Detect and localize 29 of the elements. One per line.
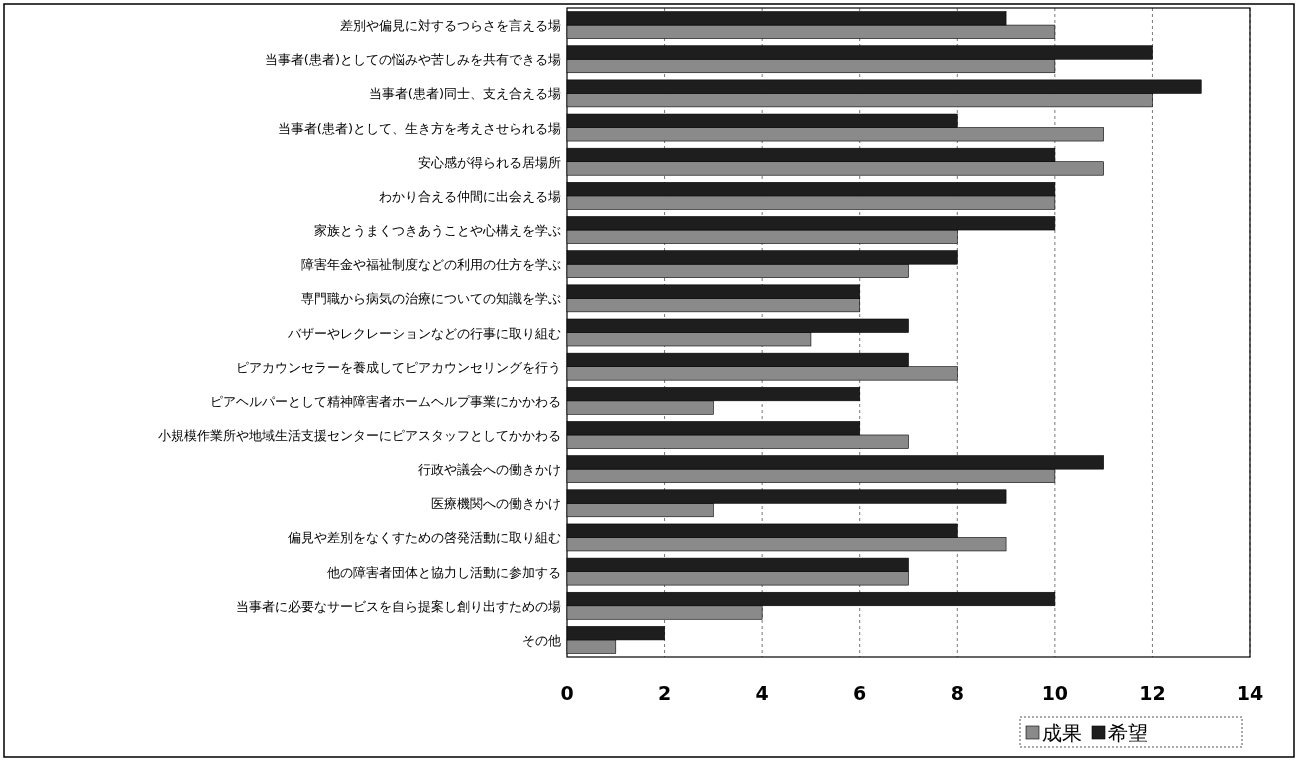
y-tick-label: 安心感が得られる居場所 [418,154,561,170]
y-tick-label: 偏見や差別をなくすための啓発活動に取り組む [288,530,561,546]
y-tick-label: 当事者(患者)として、生き方を考えさせられる場 [277,120,561,136]
y-tick-label: 差別や偏見に対するつらさを言える場 [340,18,561,34]
legend-label: 希望 [1108,721,1148,745]
y-tick-label: ピアカウンセラーを養成してピアカウンセリングを行う [236,359,561,375]
y-tick-label: 他の障害者団体と協力し活動に参加する [327,564,561,580]
y-tick-label: 医療機関への働きかけ [431,496,561,512]
x-tick-label: 0 [560,682,574,704]
y-tick-label: 専門職から病気の治療についての知識を学ぶ [301,291,561,307]
x-tick-label: 6 [853,682,867,704]
y-tick-label: わかり合える仲間に出会える場 [379,188,561,204]
y-tick-label: 行政や議会への働きかけ [418,462,561,478]
y-tick-label: ピアヘルパーとして精神障害者ホームヘルプ事業にかかわる [210,393,561,409]
x-tick-label: 4 [755,682,769,704]
legend-label: 成果 [1042,721,1082,745]
x-tick-label: 10 [1041,682,1069,704]
x-tick-label: 14 [1236,682,1264,704]
y-tick-label: 当事者(患者)同士、支え合える場 [368,86,561,102]
y-tick-label: バザーやレクレーションなどの行事に取り組む [287,325,561,341]
x-tick-label: 2 [657,682,672,704]
y-tick-label: 家族とうまくつきあうことや心構えを学ぶ [314,223,561,239]
y-tick-label: 障害年金や福祉制度などの利用の仕方を学ぶ [301,257,561,273]
y-tick-label: 小規模作業所や地域生活支援センターにピアスタッフとしてかかわる [158,427,561,443]
y-tick-label: その他 [522,632,561,648]
y-tick-label: 当事者に必要なサービスを自ら提案し創り出すための場 [236,598,561,614]
y-tick-label: 当事者(患者)としての悩みや苦しみを共有できる場 [264,52,561,68]
x-tick-label: 12 [1139,682,1166,704]
x-tick-label: 8 [950,682,964,704]
